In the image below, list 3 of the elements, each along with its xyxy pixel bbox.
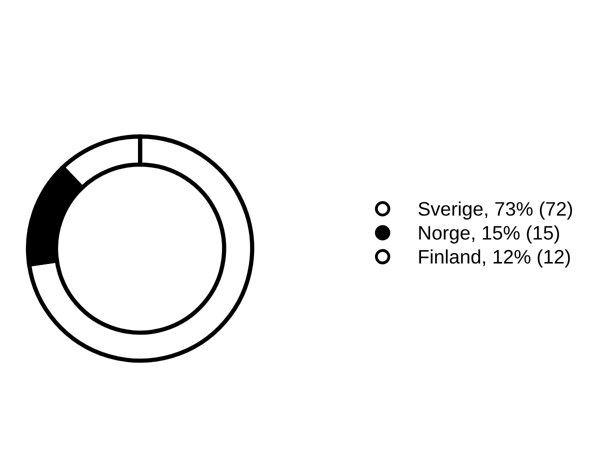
legend-label: Sverige, 73% (72) (418, 201, 572, 220)
legend-label: Norge, 15% (15) (419, 225, 560, 244)
legend-label: Finland, 12% (12) (419, 249, 570, 268)
